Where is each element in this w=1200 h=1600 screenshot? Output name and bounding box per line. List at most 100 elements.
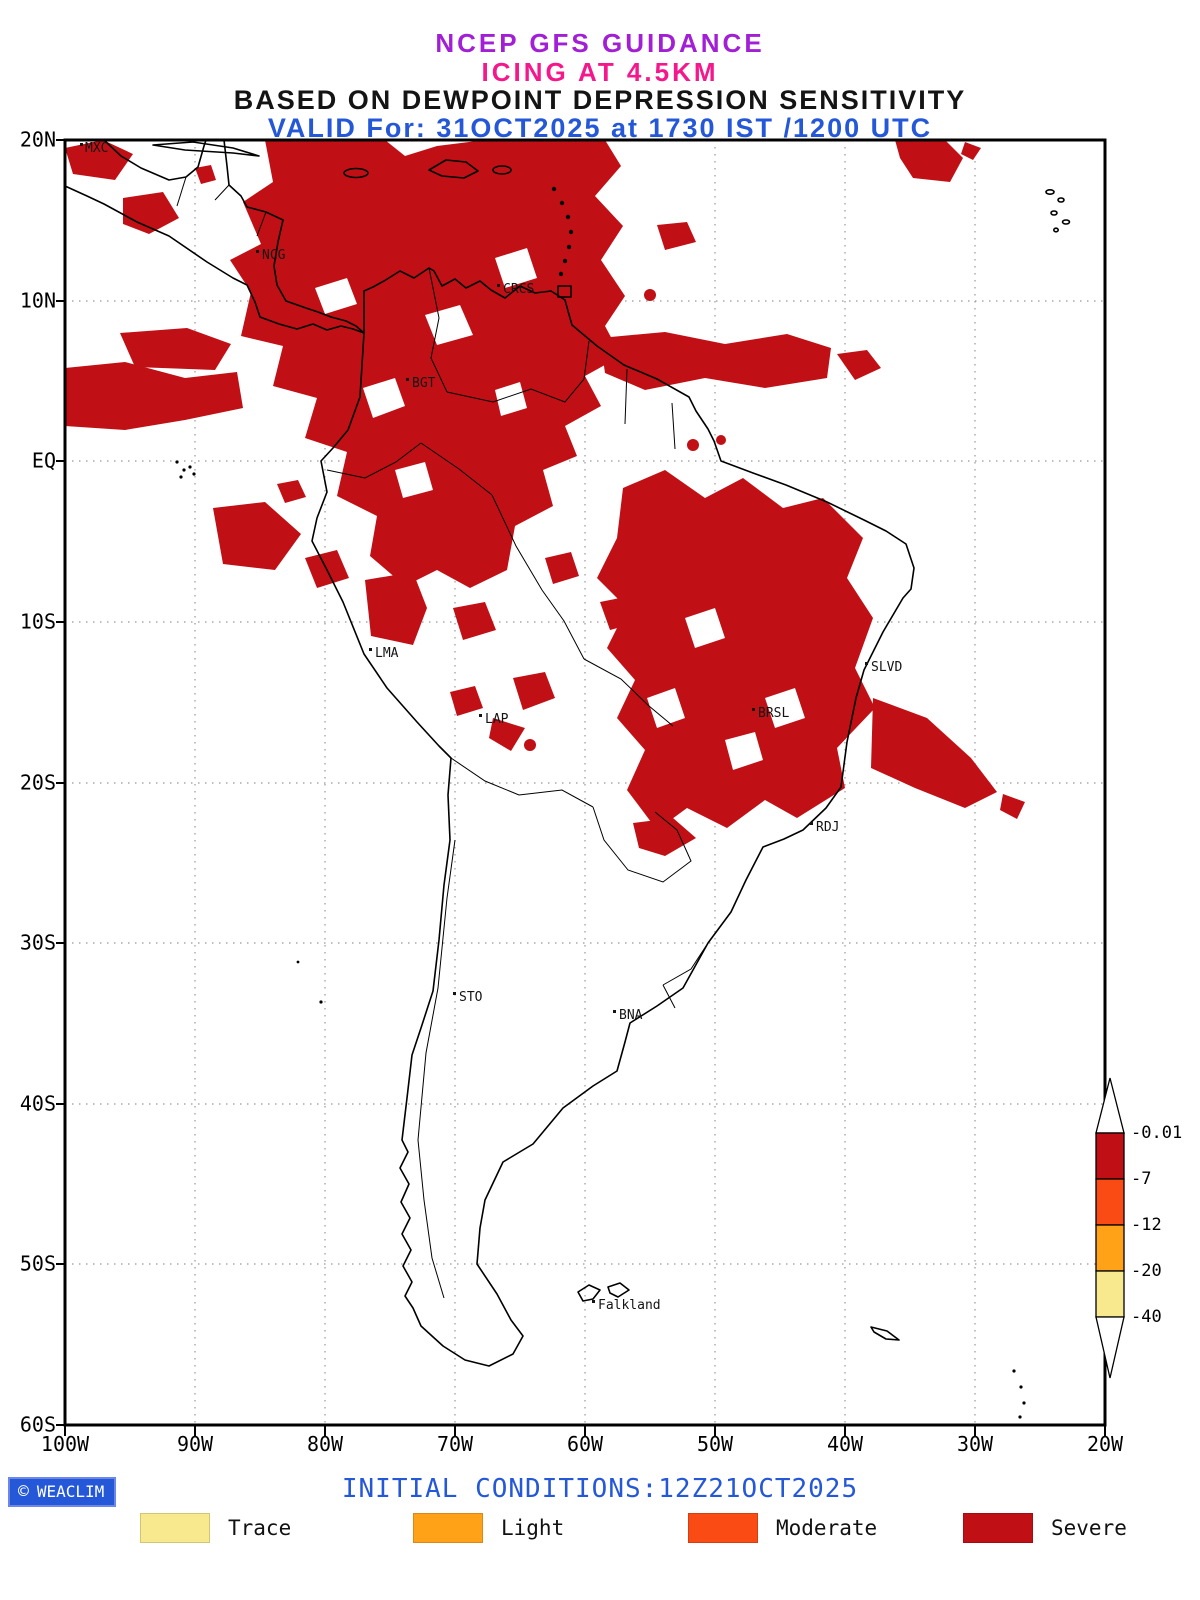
colorbar-segment-severe [1095, 1132, 1125, 1180]
title-model: NCEP GFS GUIDANCE [435, 28, 765, 58]
legend-item-moderate: Moderate [688, 1513, 877, 1543]
city-label-bna: BNA [619, 1008, 643, 1023]
city-marker [865, 662, 868, 665]
severe-region [123, 192, 179, 234]
weaclim-watermark: © WEACLIM [8, 1477, 117, 1507]
lat-axis-label: 10S [19, 609, 56, 634]
severe-region [961, 142, 981, 160]
legend-swatch-light [413, 1513, 483, 1543]
cape-verde-island [1050, 210, 1058, 216]
legend-label-moderate: Moderate [776, 1516, 878, 1540]
city-label-mxc: MXC [85, 141, 108, 156]
map-plot-area: MXC NCG CRCS BGT LMA LAP SLVD BRSL RDJ S… [56, 138, 1107, 1436]
country-borders [176, 176, 707, 1299]
severe-region [65, 140, 133, 180]
city-label-sto: STO [459, 990, 483, 1005]
lat-axis-label: 20N [19, 127, 56, 152]
severe-region [524, 739, 536, 751]
city-label-rdj: RDJ [816, 820, 839, 835]
legend-label-severe: Severe [1051, 1516, 1127, 1540]
severe-region [453, 602, 496, 640]
coastline-central-america-caribbean [103, 139, 365, 334]
copyright-icon: © [18, 1480, 29, 1502]
title-method: BASED ON DEWPOINT DEPRESSION SENSITIVITY [233, 85, 967, 115]
coastline-jamaica [343, 167, 369, 179]
colorbar-label: -12 [1131, 1215, 1162, 1235]
colorbar-segment-light [1095, 1224, 1125, 1272]
coastline-south-georgia [870, 1326, 900, 1341]
severe-region [871, 698, 997, 808]
coastline-falkland-islands [577, 1282, 630, 1302]
legend-swatch-severe [963, 1513, 1033, 1543]
severe-icing-regions [65, 140, 1025, 856]
coastline-hispaniola [428, 159, 479, 179]
lat-axis-label: 10N [19, 288, 56, 313]
lat-axis-label: 50S [19, 1251, 56, 1276]
city-marker [369, 648, 372, 651]
coastline-south-america [311, 267, 915, 1367]
severe-region [489, 718, 525, 751]
weaclim-watermark-label: WEACLIM [36, 1482, 105, 1501]
coastline-puerto-rico [492, 165, 512, 175]
severe-region [600, 332, 831, 390]
severe-region [213, 502, 301, 570]
title-product: ICING AT 4.5KM [481, 57, 719, 87]
severe-region [895, 140, 963, 182]
initial-conditions-text: INITIAL CONDITIONS:12Z21OCT2025 [341, 1474, 859, 1504]
legend-swatch-trace [140, 1513, 210, 1543]
city-marker [810, 822, 813, 825]
severe-region [657, 222, 696, 250]
severe-region [277, 480, 306, 503]
colorbar-label: -7 [1131, 1169, 1152, 1189]
city-marker [80, 143, 83, 146]
colorbar-segment-moderate [1095, 1178, 1125, 1226]
severe-region-gaps [315, 248, 805, 770]
coastlines [64, 139, 1071, 1367]
title-valid-time: VALID For: 31OCT2025 at 1730 IST /1200 U… [267, 113, 933, 143]
city-label-slvd: SLVD [871, 660, 902, 675]
city-label-lap: LAP [485, 712, 509, 727]
severe-region [195, 165, 216, 184]
map-border [63, 138, 1107, 1427]
island-dots [175, 186, 1026, 1419]
coastline-cuba [152, 141, 260, 157]
coastline-central-america-pacific [64, 185, 365, 334]
colorbar-label: -0.01 [1131, 1123, 1183, 1143]
city-marker [497, 284, 500, 287]
severe-region [120, 328, 231, 370]
legend-item-light: Light [413, 1513, 564, 1543]
severe-region [597, 470, 875, 830]
cape-verde-island [1057, 197, 1065, 203]
lat-axis-label: 30S [19, 930, 56, 955]
legend-label-light: Light [501, 1516, 565, 1540]
severe-region [837, 350, 881, 380]
city-marker [592, 1300, 595, 1303]
severe-region [633, 818, 696, 856]
legend-swatch-moderate [688, 1513, 758, 1543]
cape-verde-island [1052, 227, 1059, 233]
lat-axis-label: 20S [19, 770, 56, 795]
severe-region [513, 672, 555, 710]
severe-region [450, 686, 483, 716]
cape-verde-island [1045, 188, 1055, 195]
city-marker [613, 1010, 616, 1013]
colorbar-arrow-up [1095, 1077, 1125, 1134]
lat-axis-label: 60S [19, 1412, 56, 1437]
city-labels: MXC NCG CRCS BGT LMA LAP SLVD BRSL RDJ S… [80, 141, 902, 1313]
legend-label-trace: Trace [228, 1516, 292, 1540]
colorbar-arrow-down [1095, 1316, 1125, 1379]
lat-axis-label: 40S [19, 1091, 56, 1116]
legend-item-severe: Severe [963, 1513, 1127, 1543]
severe-region [545, 552, 579, 584]
city-marker [406, 378, 409, 381]
city-label-crcs: CRCS [503, 282, 534, 297]
colorbar-label: -20 [1131, 1261, 1162, 1281]
severe-region [644, 289, 656, 301]
lat-axis-label: EQ [31, 448, 56, 473]
city-marker [752, 708, 755, 711]
city-label-brsl: BRSL [758, 706, 789, 721]
colorbar: -0.01 -7 -12 -20 -40 [1095, 1077, 1200, 1390]
city-label-falkland: Falkland [598, 1298, 661, 1313]
frame-ticks [56, 139, 1106, 1436]
